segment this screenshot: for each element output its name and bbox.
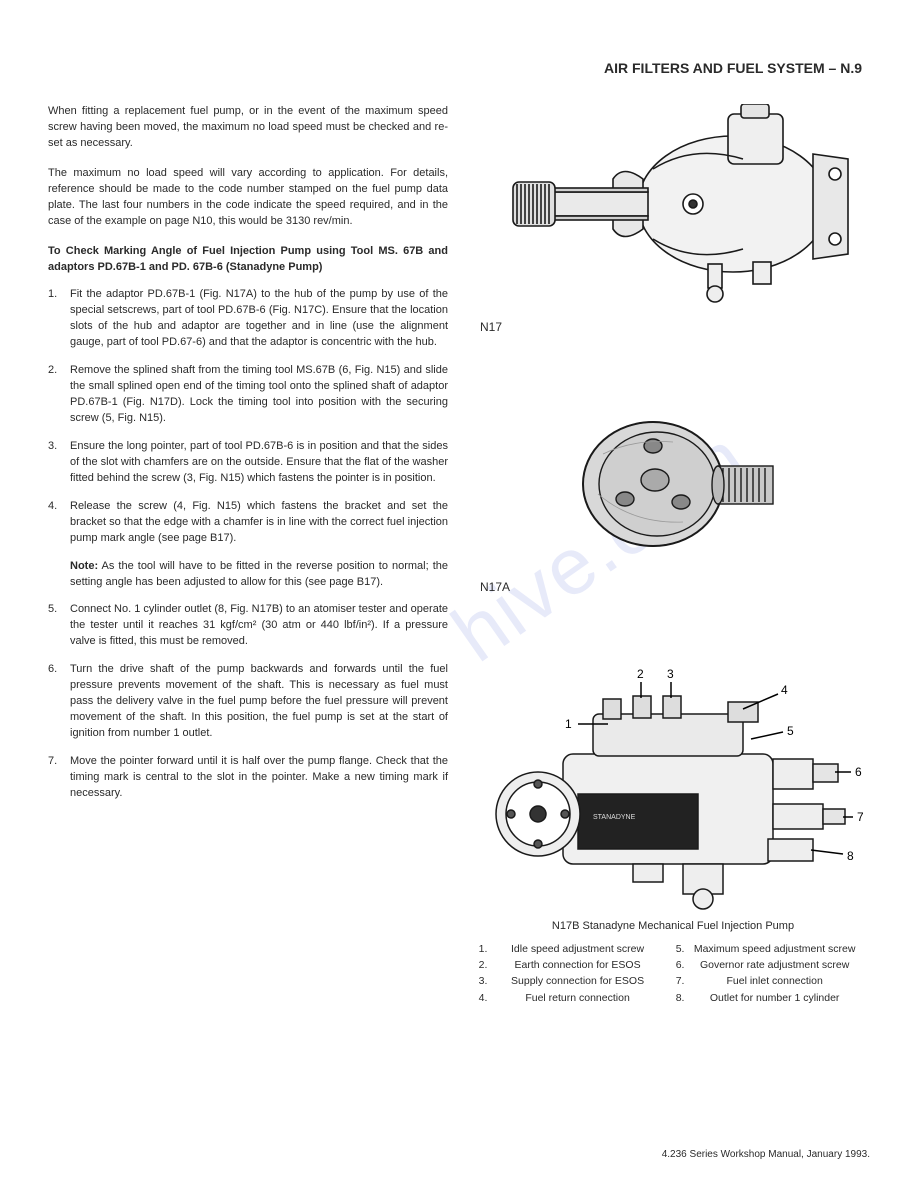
legend-item: 5.Maximum speed adjustment screw [673, 942, 862, 956]
legend-item: 8.Outlet for number 1 cylinder [673, 991, 862, 1005]
figure-n17: N17 [476, 104, 870, 334]
note-block: Note: As the tool will have to be fitted… [48, 559, 448, 591]
legend-item: 4.Fuel return connection [476, 991, 665, 1005]
figure-n17a-label: N17A [476, 580, 870, 594]
intro-para-1: When fitting a replacement fuel pump, or… [48, 104, 448, 152]
intro-para-2: The maximum no load speed will vary acco… [48, 166, 448, 230]
svg-text:7: 7 [857, 810, 863, 824]
step-4: 4.Release the screw (4, Fig. N15) which … [48, 499, 448, 547]
figure-n17b: STANADYNE [476, 664, 870, 1007]
step-5: 5.Connect No. 1 cylinder outlet (8, Fig.… [48, 602, 448, 650]
step-3: 3.Ensure the long pointer, part of tool … [48, 439, 448, 487]
right-column: N17 [476, 104, 870, 1007]
svg-text:8: 8 [847, 849, 854, 863]
svg-text:5: 5 [787, 724, 794, 738]
svg-text:4: 4 [781, 683, 788, 697]
figure-n17a: N17A [476, 394, 870, 594]
figure-n17-label: N17 [476, 320, 870, 334]
page-footer: 4.236 Series Workshop Manual, January 19… [662, 1149, 870, 1160]
figure-n17b-legend: 1.Idle speed adjustment screw 2.Earth co… [476, 942, 870, 1007]
svg-text:STANADYNE: STANADYNE [593, 814, 636, 821]
page-header: AIR FILTERS AND FUEL SYSTEM – N.9 [48, 60, 870, 76]
legend-item: 1.Idle speed adjustment screw [476, 942, 665, 956]
procedure-steps-continued: 5.Connect No. 1 cylinder outlet (8, Fig.… [48, 602, 448, 801]
legend-item: 2.Earth connection for ESOS [476, 958, 665, 972]
step-2: 2.Remove the splined shaft from the timi… [48, 363, 448, 427]
step-7: 7.Move the pointer forward until it is h… [48, 754, 448, 802]
figure-n17b-label: N17B Stanadyne Mechanical Fuel Injection… [476, 920, 870, 932]
svg-text:2: 2 [637, 667, 644, 681]
section-heading: To Check Marking Angle of Fuel Injection… [48, 244, 448, 276]
step-1: 1.Fit the adaptor PD.67B-1 (Fig. N17A) t… [48, 287, 448, 351]
procedure-steps: 1.Fit the adaptor PD.67B-1 (Fig. N17A) t… [48, 287, 448, 546]
legend-item: 3.Supply connection for ESOS [476, 974, 665, 988]
legend-item: 7.Fuel inlet connection [673, 974, 862, 988]
step-6: 6.Turn the drive shaft of the pump backw… [48, 662, 448, 742]
fuel-pump-illustration [493, 104, 853, 314]
legend-item: 6.Governor rate adjustment screw [673, 958, 862, 972]
svg-text:1: 1 [565, 717, 572, 731]
svg-text:3: 3 [667, 667, 674, 681]
svg-text:6: 6 [855, 765, 862, 779]
adaptor-illustration [563, 394, 783, 574]
left-column: When fitting a replacement fuel pump, or… [48, 104, 448, 1007]
injection-pump-illustration: STANADYNE [483, 664, 863, 914]
